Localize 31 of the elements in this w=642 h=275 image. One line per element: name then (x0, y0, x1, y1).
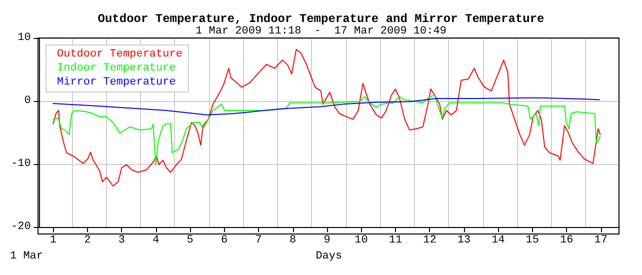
x-tick-label: 10 (354, 234, 368, 247)
y-tick-label: -20 (10, 221, 31, 234)
x-tick-label: 13 (457, 234, 471, 247)
line-series (52, 94, 601, 166)
chart-subtitle: 1 Mar 2009 11:18 - 17 Mar 2009 10:49 (196, 26, 446, 38)
series-label: Mirror Temperature (57, 76, 176, 88)
x-tick-label: 15 (526, 234, 539, 247)
x-tick-label: 5 (186, 234, 194, 247)
x-tick-label: 7 (255, 234, 262, 247)
x-tick-label: 11 (388, 234, 402, 247)
x-tick-label: 1 (50, 234, 57, 247)
x-axis-title: Days (316, 250, 342, 262)
y-tick-label: -10 (10, 158, 31, 170)
text: Indoor Temperature (57, 62, 176, 74)
y-tick-label: 0 (24, 95, 31, 108)
y-tick-label: 10 (18, 32, 31, 44)
x-tick-label: 12 (423, 234, 436, 247)
x-tick-label: 4 (152, 234, 160, 247)
x-tick-label: 14 (492, 234, 506, 247)
text: Outdoor Temperature (57, 48, 182, 60)
x-tick-label: 3 (118, 234, 125, 247)
x-tick-label: 6 (221, 234, 228, 247)
x-tick-label: 17 (594, 234, 608, 247)
line-series (52, 97, 600, 116)
x-tick-label: 8 (289, 234, 296, 247)
line-series (52, 48, 601, 187)
x-tick-label: 9 (324, 234, 330, 247)
text: 1 Mar (10, 250, 44, 262)
x-tick-label: 2 (84, 234, 91, 247)
x-tick-label: 16 (560, 234, 574, 247)
chart-title: Outdoor Temperature, Indoor Temperature and Mirror Temperature (98, 12, 544, 26)
